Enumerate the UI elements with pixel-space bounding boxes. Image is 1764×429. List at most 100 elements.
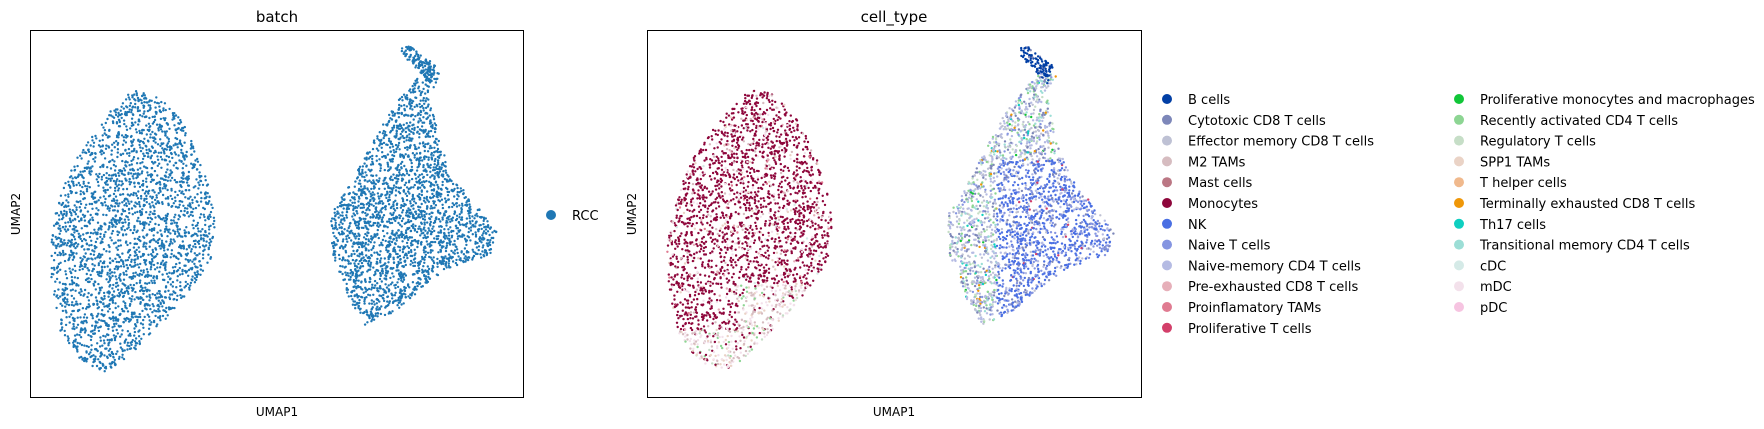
scatter-point [456, 186, 459, 190]
scatter-point [79, 263, 83, 266]
scatter-point [72, 322, 75, 326]
scatter-point [126, 227, 129, 230]
scatter-point [114, 317, 117, 320]
scatter-point [482, 219, 485, 223]
scatter-point [157, 200, 160, 203]
scatter-point [57, 214, 61, 217]
scatter-point [90, 294, 93, 297]
scatter-point [367, 204, 371, 208]
scatter-point [132, 193, 135, 197]
scatter-point [338, 270, 341, 273]
scatter-point [432, 256, 435, 259]
scatter-point [124, 113, 127, 116]
scatter-point [378, 177, 381, 180]
scatter-point [119, 279, 122, 282]
scatter-point [411, 291, 414, 294]
scatter-point [91, 269, 94, 273]
scatter-point [409, 293, 412, 296]
scatter-point [423, 196, 426, 200]
scatter-point [131, 316, 135, 319]
scatter-point [456, 235, 460, 238]
scatter-point [395, 203, 399, 207]
scatter-point [159, 247, 162, 250]
scatter-point [124, 141, 128, 144]
scatter-point [351, 271, 354, 274]
scatter-point [367, 243, 370, 246]
scatter-point [398, 254, 402, 258]
scatter-point [197, 187, 200, 190]
scatter-point [187, 231, 191, 235]
scatter-point [93, 332, 97, 335]
scatter-point [411, 113, 414, 117]
scatter-point [174, 153, 178, 156]
scatter-point [172, 164, 175, 167]
scatter-point [385, 274, 388, 278]
scatter-point [106, 205, 110, 208]
scatter-point [155, 111, 158, 114]
scatter-point [150, 167, 153, 170]
scatter-point [364, 241, 368, 245]
scatter-point [97, 326, 100, 329]
scatter-point [184, 196, 187, 199]
scatter-point [408, 133, 411, 136]
scatter-point [404, 181, 408, 184]
scatter-point [167, 137, 170, 141]
scatter-point [178, 266, 181, 270]
scatter-point [393, 242, 397, 245]
scatter-point [68, 315, 71, 318]
scatter-point [157, 129, 160, 132]
scatter-point [101, 237, 104, 241]
scatter-point [145, 151, 148, 155]
scatter-point [195, 275, 199, 279]
scatter-point [425, 281, 428, 284]
scatter-point [398, 214, 401, 217]
scatter-point [418, 181, 422, 185]
scatter-point [83, 320, 86, 323]
scatter-point [407, 173, 411, 177]
scatter-point [404, 295, 407, 299]
scatter-point [447, 253, 451, 256]
scatter-point [140, 132, 144, 135]
scatter-point [169, 174, 172, 177]
scatter-point [363, 175, 366, 179]
scatter-point [422, 257, 425, 260]
scatter-point [475, 220, 478, 224]
scatter-point [90, 170, 93, 173]
scatter-point [381, 238, 385, 242]
scatter-point [386, 300, 389, 303]
scatter-point [385, 269, 388, 272]
scatter-point [156, 181, 159, 185]
scatter-point [152, 320, 156, 324]
scatter-point [165, 254, 169, 257]
scatter-point [439, 248, 442, 252]
scatter-point [460, 216, 464, 219]
scatter-point [101, 138, 104, 142]
scatter-point [86, 141, 90, 144]
scatter-point [376, 269, 380, 272]
scatter-point [145, 177, 148, 180]
scatter-point [423, 149, 426, 153]
scatter-point [102, 364, 105, 367]
scatter-point [159, 262, 163, 266]
scatter-point [397, 301, 400, 305]
scatter-point [429, 170, 432, 173]
scatter-point [96, 213, 99, 216]
scatter-point [78, 220, 81, 223]
scatter-point [59, 268, 62, 271]
scatter-point [166, 196, 170, 199]
scatter-point [344, 259, 347, 262]
scatter-point [426, 251, 430, 254]
scatter-point [134, 201, 137, 204]
scatter-point [50, 254, 53, 258]
scatter-point [401, 250, 405, 254]
scatter-point [101, 204, 104, 207]
scatter-point [411, 243, 414, 246]
scatter-point [139, 262, 142, 266]
scatter-point [194, 224, 198, 228]
scatter-point [444, 264, 447, 267]
scatter-point [77, 232, 81, 235]
scatter-point [418, 102, 421, 106]
scatter-point [441, 260, 444, 263]
scatter-point [350, 239, 353, 242]
scatter-point [403, 260, 406, 263]
